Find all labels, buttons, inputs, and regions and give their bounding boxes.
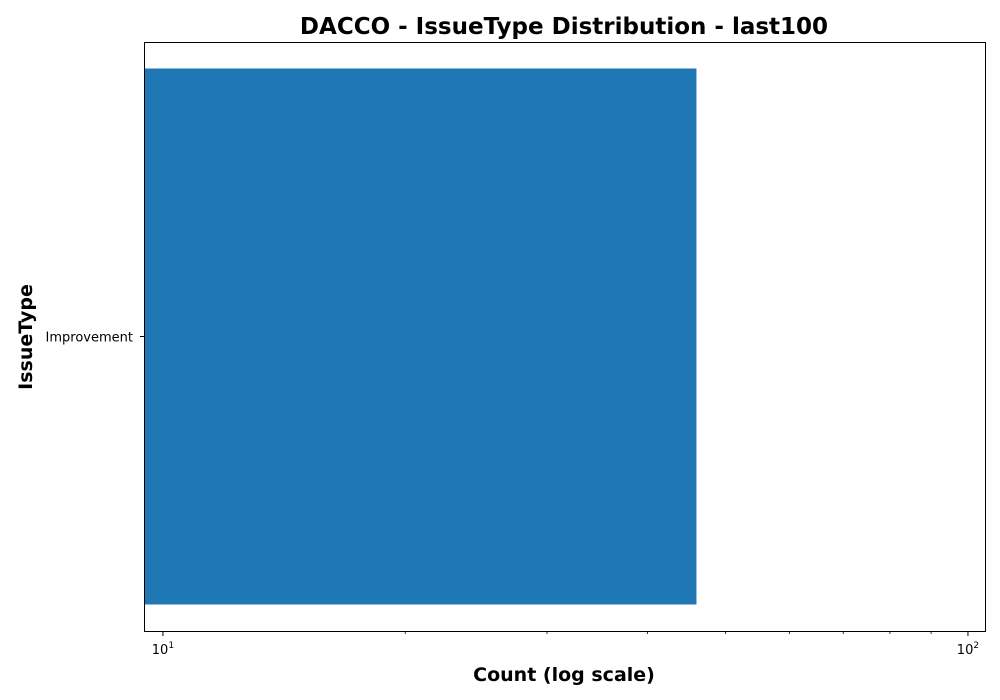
bar-improvement [145, 68, 697, 605]
y-axis-label: IssueType [15, 284, 37, 390]
plot-area: Improvement 101 102 [46, 68, 979, 658]
plot-frame [144, 42, 986, 632]
x-axis-label: Count (log scale) [473, 664, 655, 686]
x-tick-label: 101 [152, 641, 174, 658]
chart-title: DACCO - IssueType Distribution - last100 [300, 14, 828, 40]
x-tick-label: 102 [957, 641, 979, 658]
y-tick-label: Improvement [46, 331, 133, 346]
